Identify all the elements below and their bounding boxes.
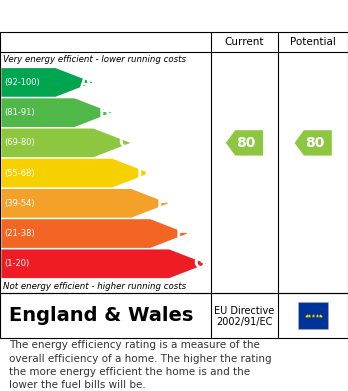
Text: (69-80): (69-80) bbox=[4, 138, 35, 147]
Text: (21-38): (21-38) bbox=[4, 229, 35, 238]
Text: 80: 80 bbox=[236, 136, 255, 150]
Polygon shape bbox=[1, 219, 187, 248]
Text: The energy efficiency rating is a measure of the
overall efficiency of a home. T: The energy efficiency rating is a measur… bbox=[9, 340, 271, 390]
Text: Not energy efficient - higher running costs: Not energy efficient - higher running co… bbox=[3, 282, 187, 291]
Polygon shape bbox=[1, 98, 111, 127]
Text: 80: 80 bbox=[305, 136, 324, 150]
Polygon shape bbox=[1, 189, 168, 218]
Text: F: F bbox=[175, 226, 185, 241]
Polygon shape bbox=[1, 249, 206, 278]
Polygon shape bbox=[1, 68, 93, 97]
Text: Very energy efficient - lower running costs: Very energy efficient - lower running co… bbox=[3, 55, 187, 64]
Text: (55-68): (55-68) bbox=[4, 169, 35, 178]
Text: E: E bbox=[156, 196, 167, 211]
Text: (39-54): (39-54) bbox=[4, 199, 35, 208]
Text: 2002/91/EC: 2002/91/EC bbox=[216, 317, 272, 328]
Text: (81-91): (81-91) bbox=[4, 108, 35, 117]
Polygon shape bbox=[1, 159, 149, 187]
Text: (1-20): (1-20) bbox=[4, 259, 30, 268]
Text: England & Wales: England & Wales bbox=[9, 306, 193, 325]
Text: EU Directive: EU Directive bbox=[214, 306, 275, 316]
Text: D: D bbox=[136, 166, 149, 181]
Text: Potential: Potential bbox=[290, 37, 336, 47]
Text: B: B bbox=[99, 105, 110, 120]
Text: Current: Current bbox=[225, 37, 264, 47]
Bar bbox=[299, 302, 328, 329]
Text: C: C bbox=[118, 135, 129, 151]
Text: A: A bbox=[80, 75, 92, 90]
Text: Energy Efficiency Rating: Energy Efficiency Rating bbox=[10, 7, 239, 25]
Text: G: G bbox=[193, 256, 206, 271]
Text: (92-100): (92-100) bbox=[4, 78, 40, 87]
Polygon shape bbox=[1, 129, 130, 157]
Polygon shape bbox=[295, 130, 332, 156]
Polygon shape bbox=[226, 130, 263, 156]
